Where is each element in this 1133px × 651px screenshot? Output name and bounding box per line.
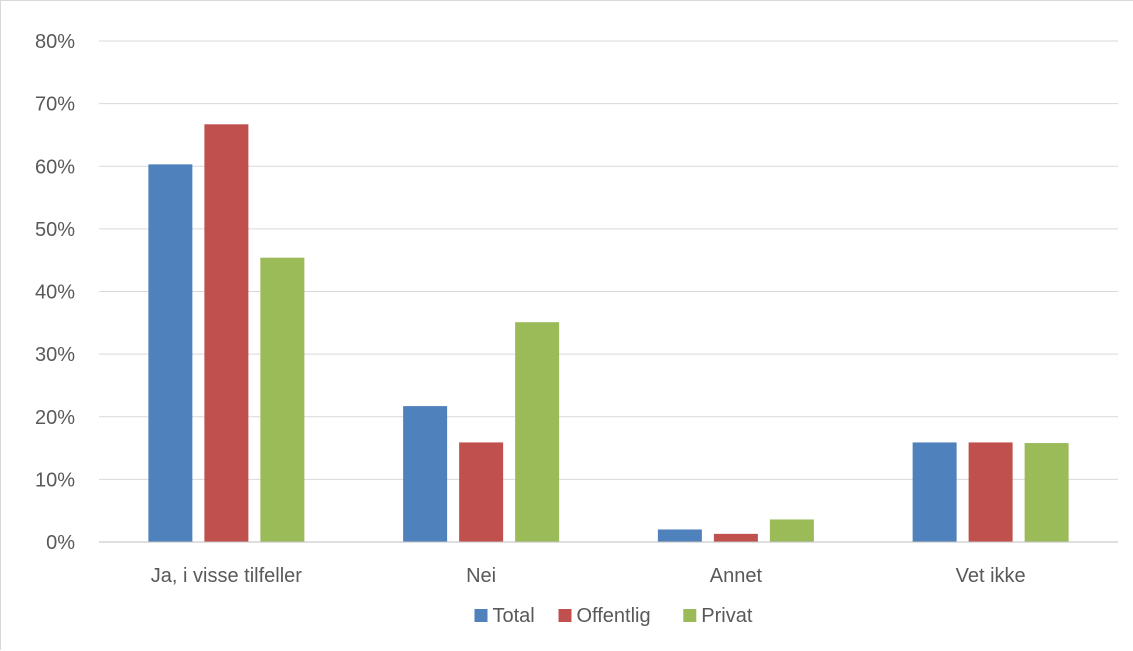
y-tick-label: 40% (35, 282, 75, 304)
category-label: Annet (710, 565, 763, 587)
bar-total-1 (148, 164, 193, 542)
category-labels: Ja, i visse tilfeller Nei Annet Vet ikke (151, 565, 1026, 587)
legend-label-privat: Privat (701, 605, 753, 627)
bar-privat-3 (769, 519, 814, 542)
bar-total-3 (657, 529, 702, 542)
bars (148, 124, 1069, 542)
category-label: Nei (466, 565, 496, 587)
gridlines (99, 40, 1118, 480)
legend-swatch-offentlig (558, 609, 572, 622)
bar-offentlig-2 (459, 442, 504, 542)
y-tick-label: 70% (35, 94, 75, 116)
bar-offentlig-1 (204, 124, 249, 542)
legend: Total Offentlig Privat (474, 605, 753, 627)
y-tick-label: 60% (35, 156, 75, 178)
y-tick-label: 80% (35, 31, 75, 53)
y-tick-label: 20% (35, 407, 75, 429)
legend-label-offentlig: Offentlig (577, 605, 651, 627)
y-tick-label: 10% (35, 469, 75, 491)
category-label: Vet ikke (956, 565, 1026, 587)
bar-total-2 (403, 406, 448, 542)
y-tick-label: 30% (35, 344, 75, 366)
bar-privat-1 (260, 257, 305, 542)
category-label: Ja, i visse tilfeller (151, 565, 302, 587)
y-tick-label: 50% (35, 219, 75, 241)
bar-privat-2 (515, 322, 560, 542)
y-axis-tick-labels: 0% 10% 20% 30% 40% 50% 60% 70% 80% (35, 31, 75, 554)
y-tick-label: 0% (46, 532, 75, 554)
legend-label-total: Total (493, 605, 535, 627)
legend-swatch-privat (683, 609, 697, 622)
legend-swatch-total (474, 609, 488, 622)
bar-offentlig-3 (713, 533, 758, 542)
bar-privat-4 (1024, 443, 1069, 542)
bar-offentlig-4 (968, 442, 1013, 542)
bar-total-4 (912, 442, 957, 542)
